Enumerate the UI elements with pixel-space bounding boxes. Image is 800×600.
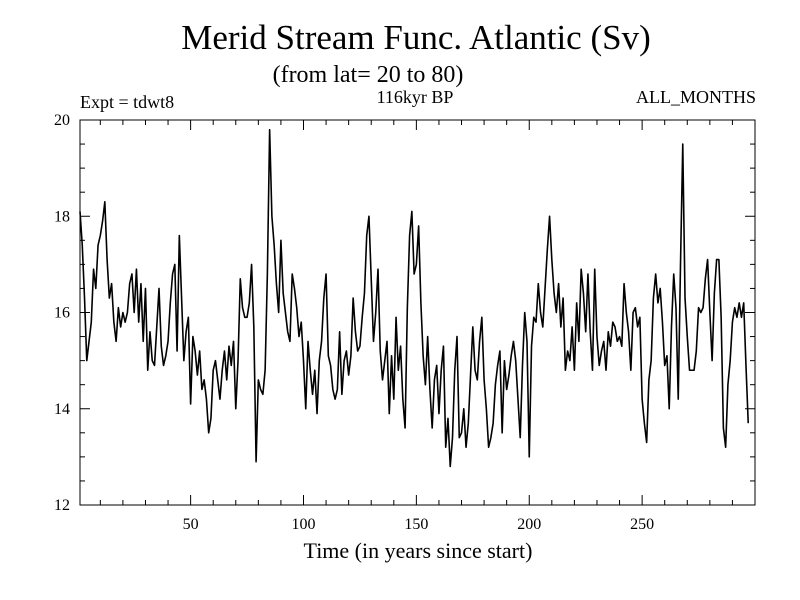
y-tick-label: 12 — [54, 497, 70, 514]
x-tick-label: 150 — [404, 516, 428, 533]
x-tick-label: 50 — [183, 516, 199, 533]
experiment-label: Expt = tdwt8 — [80, 92, 174, 112]
x-tick-label: 250 — [630, 516, 654, 533]
chart-subtitle: (from lat= 20 to 80) — [273, 62, 464, 88]
series-line — [79, 128, 750, 468]
months-label: ALL_MONTHS — [636, 87, 756, 107]
y-tick-label: 16 — [54, 305, 70, 322]
tick-labels: 50 100 150 200 250 12 14 16 18 20 — [54, 112, 654, 533]
x-tick-label: 100 — [291, 516, 315, 533]
y-tick-label: 18 — [54, 208, 70, 225]
plot-frame — [79, 119, 756, 506]
axis-ticks — [80, 119, 756, 506]
series-layer — [79, 128, 750, 468]
period-label: 116kyr BP — [377, 87, 454, 107]
chart-title: Merid Stream Func. Atlantic (Sv) — [181, 18, 651, 57]
y-tick-label: 14 — [54, 401, 70, 418]
y-tick-label: 20 — [54, 112, 70, 129]
x-axis-label: Time (in years since start) — [304, 538, 533, 563]
x-tick-label: 200 — [517, 516, 541, 533]
